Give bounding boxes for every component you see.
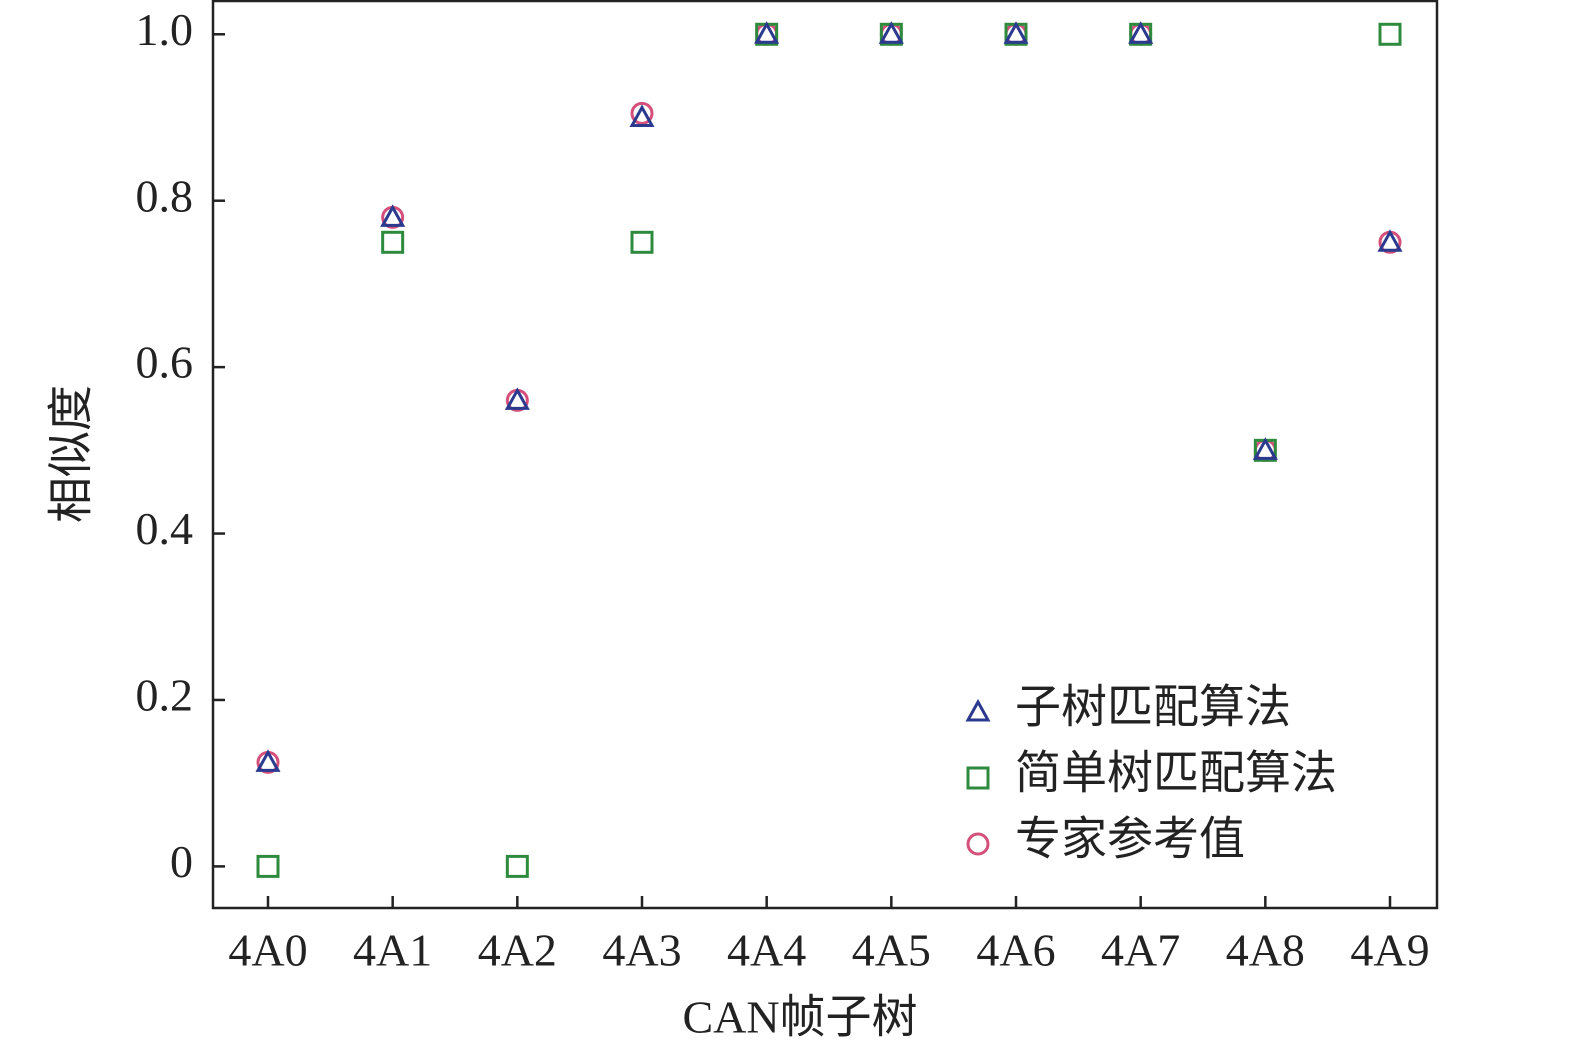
triangle-marker xyxy=(629,104,655,127)
triangle-marker xyxy=(380,204,406,227)
y-tick-label: 0.2 xyxy=(136,670,194,721)
triangle-marker xyxy=(1128,21,1154,44)
square-marker xyxy=(630,230,654,254)
triangle-marker xyxy=(878,21,904,44)
y-tick-label: 0 xyxy=(170,836,193,887)
square-marker xyxy=(1378,22,1402,46)
legend-marker xyxy=(966,766,990,790)
square-marker xyxy=(381,230,405,254)
legend-label: 子树匹配算法 xyxy=(1015,682,1291,733)
legend-marker xyxy=(966,832,990,856)
x-axis-label: CAN帧子树 xyxy=(682,992,917,1043)
x-tick-label: 4A1 xyxy=(353,925,432,976)
x-tick-label: 4A9 xyxy=(1350,925,1429,976)
x-tick-label: 4A5 xyxy=(852,925,931,976)
triangle-marker xyxy=(255,749,281,772)
legend-label: 专家参考值 xyxy=(1015,814,1245,865)
x-tick-label: 4A8 xyxy=(1226,925,1305,976)
x-tick-label: 4A7 xyxy=(1101,925,1180,976)
x-tick-label: 4A6 xyxy=(976,925,1055,976)
triangle-marker xyxy=(1003,21,1029,44)
triangle-marker xyxy=(1377,229,1403,252)
x-tick-label: 4A4 xyxy=(727,925,806,976)
y-tick-label: 1.0 xyxy=(136,4,194,55)
legend-label: 简单树匹配算法 xyxy=(1015,748,1337,799)
y-tick-label: 0.8 xyxy=(136,170,194,221)
triangle-marker xyxy=(1252,437,1278,460)
x-tick-label: 4A3 xyxy=(602,925,681,976)
y-tick-label: 0.4 xyxy=(136,503,194,554)
plot-frame xyxy=(211,0,1439,910)
square-marker xyxy=(505,854,529,878)
legend-marker xyxy=(965,698,991,722)
triangle-marker xyxy=(754,21,780,44)
triangle-marker xyxy=(504,387,530,410)
y-axis-label: 相似度 xyxy=(46,385,97,523)
square-marker xyxy=(256,854,280,878)
y-tick-label: 0.6 xyxy=(136,337,194,388)
x-tick-label: 4A2 xyxy=(478,925,557,976)
x-tick-label: 4A0 xyxy=(228,925,307,976)
circle-marker xyxy=(630,101,654,125)
